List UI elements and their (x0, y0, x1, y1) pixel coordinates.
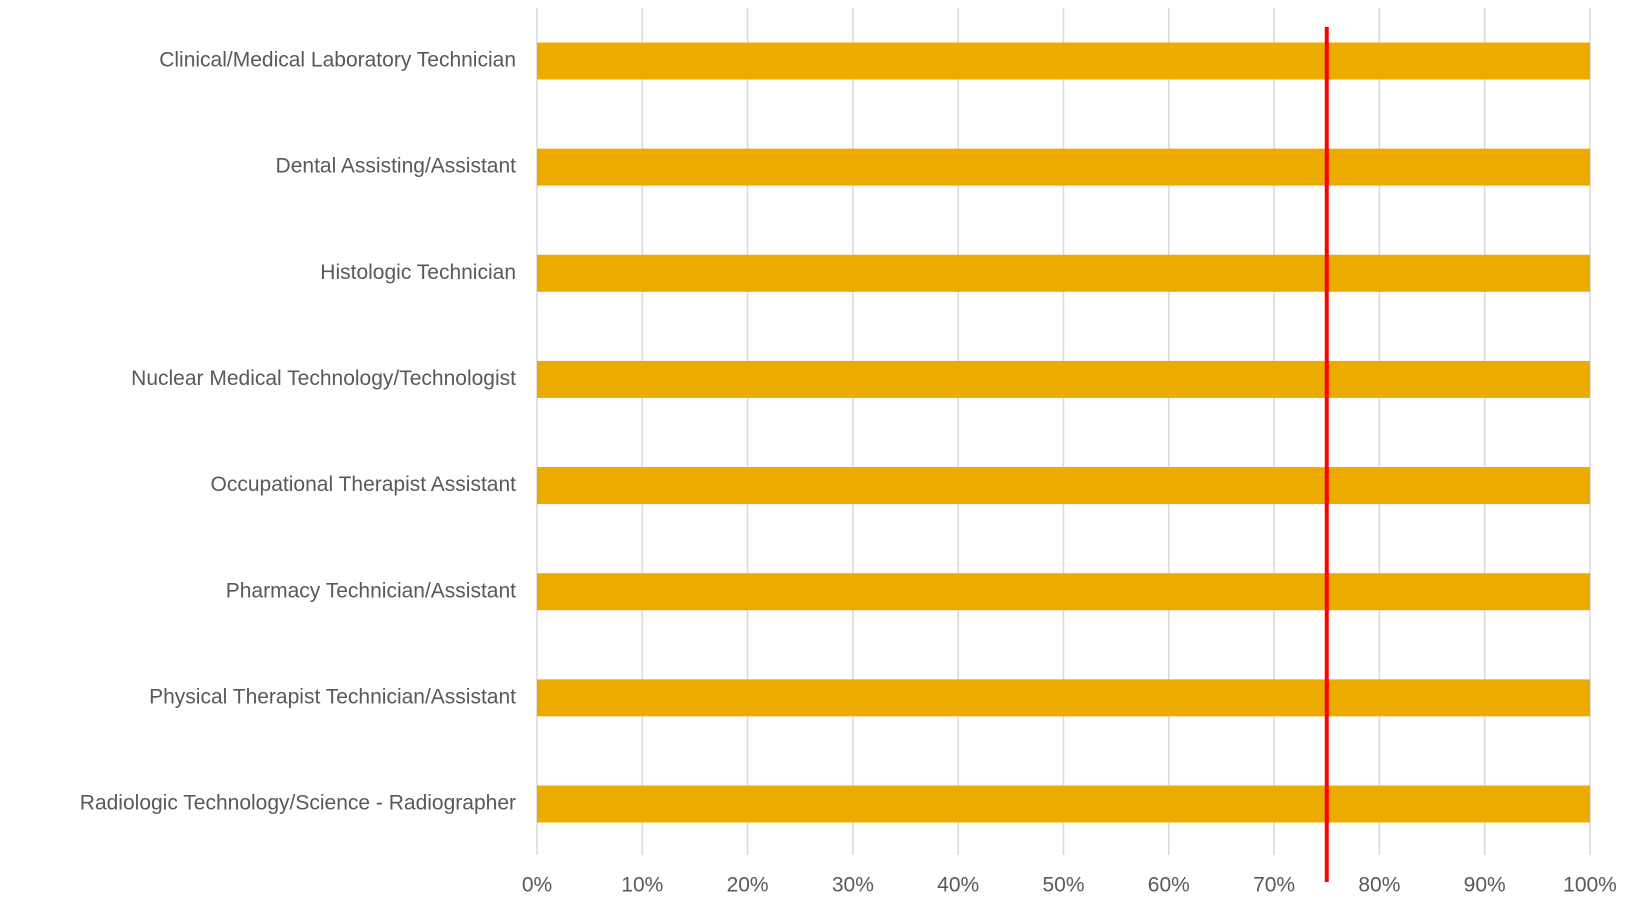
bar (537, 679, 1590, 717)
x-tick-label: 0% (522, 874, 552, 897)
bar (537, 360, 1590, 398)
bar (537, 42, 1590, 80)
x-tick-label: 100% (1563, 874, 1617, 897)
bar (537, 785, 1590, 823)
x-tick-label: 50% (1042, 874, 1084, 897)
y-tick-label: Radiologic Technology/Science - Radiogra… (80, 792, 516, 815)
y-tick-label: Histologic Technician (320, 261, 516, 284)
x-tick-label: 70% (1253, 874, 1295, 897)
bar (537, 148, 1590, 186)
y-tick-label: Nuclear Medical Technology/Technologist (131, 367, 516, 390)
x-tick-label: 20% (727, 874, 769, 897)
x-tick-label: 90% (1464, 874, 1506, 897)
bar (537, 467, 1590, 505)
x-tick-label: 60% (1148, 874, 1190, 897)
y-tick-label: Pharmacy Technician/Assistant (226, 579, 516, 602)
x-tick-label: 40% (937, 874, 979, 897)
bar (537, 573, 1590, 611)
y-tick-label: Occupational Therapist Assistant (211, 473, 517, 496)
x-tick-label: 80% (1358, 874, 1400, 897)
bar (537, 254, 1590, 292)
y-tick-label: Clinical/Medical Laboratory Technician (159, 49, 516, 72)
y-tick-label: Dental Assisting/Assistant (276, 155, 517, 178)
x-tick-label: 30% (832, 874, 874, 897)
x-tick-label: 10% (621, 874, 663, 897)
y-tick-label: Physical Therapist Technician/Assistant (149, 685, 516, 708)
